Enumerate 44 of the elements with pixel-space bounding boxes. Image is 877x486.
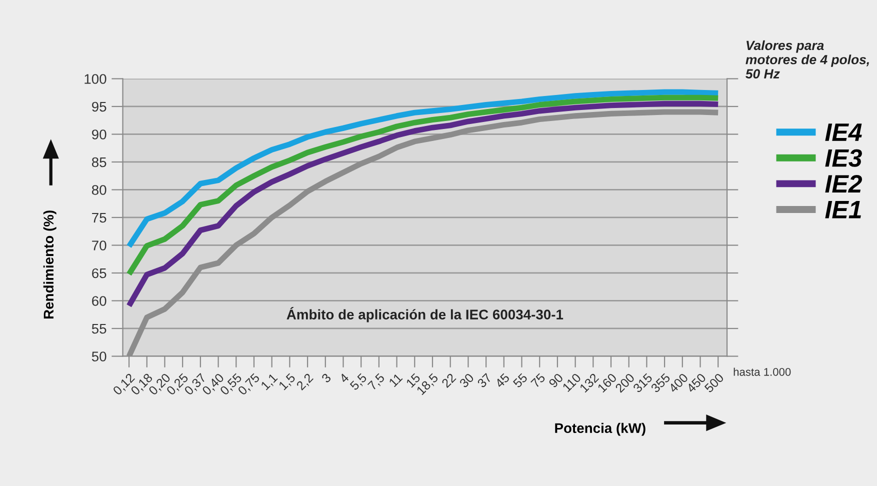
x-tick-label: 75 [530, 372, 546, 388]
x-tick-label: 5,5 [349, 372, 368, 392]
y-tick-label: 65 [92, 268, 106, 278]
text: Valores para motores de 4 polos, 50 Hz [746, 40, 869, 79]
y-tick-label: 80 [92, 185, 106, 195]
legend-label: IE2 [825, 174, 862, 192]
text: hasta 1.000 [734, 368, 791, 376]
x-tick-label: 4 [338, 372, 350, 384]
y-tick-label: 85 [92, 157, 106, 168]
x-tick-label: 22 [441, 372, 456, 388]
x-tick-label: 160 [597, 372, 618, 393]
x-tick-label: 45 [494, 372, 510, 388]
y-tick-label: 90 [92, 130, 106, 140]
x-tick-label: 500 [704, 372, 724, 394]
x-tick-label: 200 [614, 372, 635, 394]
x-tick-label: 132 [579, 372, 600, 393]
x-tick-label: 15 [406, 372, 421, 388]
y-tick-label: 70 [92, 240, 106, 250]
x-tick-label: 355 [650, 372, 671, 394]
x-axis-title: Potencia (kW) [555, 422, 646, 436]
x-tick-label: 400 [668, 372, 689, 394]
x-tick-label: 315 [632, 372, 653, 394]
x-tick-label: 90 [548, 372, 564, 388]
y-tick-label: 55 [92, 324, 106, 334]
x-tick-label: 1,5 [278, 372, 297, 392]
y-tick-label: 75 [92, 212, 106, 223]
annotation: Ámbito de aplicación de la IEC 60034-30-1 [286, 307, 564, 322]
y-axis-title: Rendimiento (%) [43, 210, 56, 319]
x-tick-label: 37 [476, 372, 492, 388]
x-tick-label: 3 [321, 372, 332, 384]
y-tick-label: 60 [92, 296, 106, 306]
y-tick-label: 50 [92, 352, 106, 362]
x-tick-label: 110 [562, 372, 582, 392]
x-tick-label: 1,1 [260, 372, 279, 392]
x-tick-label: 30 [458, 372, 474, 388]
legend-label: IE4 [825, 124, 862, 141]
y-tick-label: 100 [84, 74, 106, 84]
x-tick-label: 7,5 [367, 372, 386, 392]
x-tick-label: 11 [388, 372, 403, 388]
x-tick-label: 2,2 [296, 372, 315, 392]
x-tick-label: 55 [512, 372, 528, 388]
legend-label: IE3 [825, 149, 862, 167]
legend-label: IE1 [825, 201, 861, 218]
y-tick-label: 95 [92, 102, 106, 112]
